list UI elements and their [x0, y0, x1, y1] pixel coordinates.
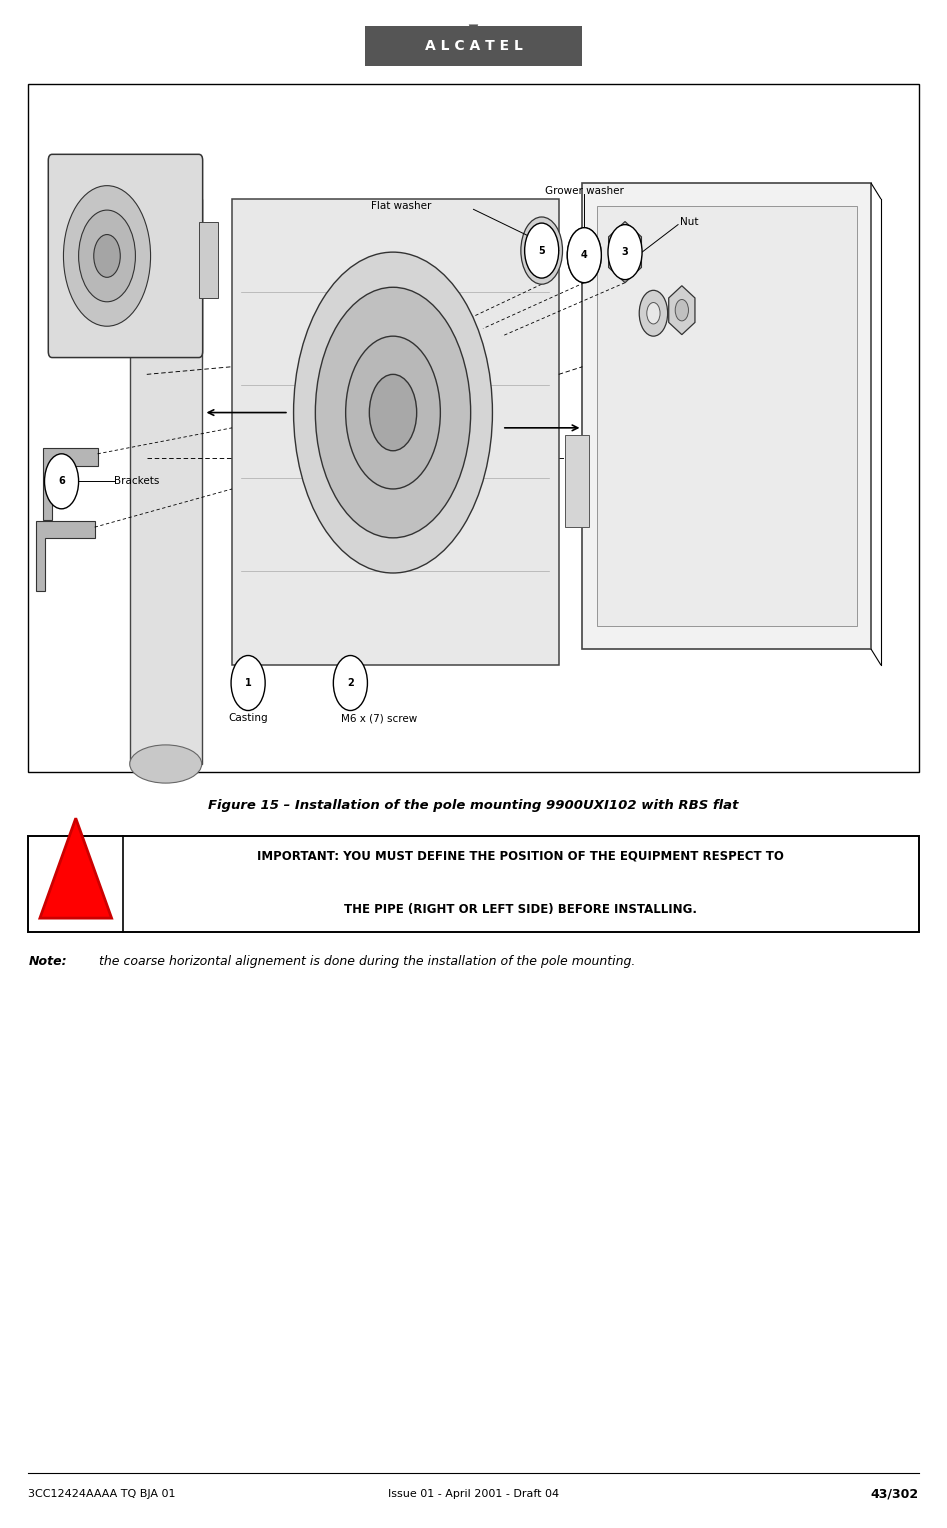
Text: M6 x (7) screw: M6 x (7) screw — [341, 714, 417, 723]
Circle shape — [231, 656, 265, 711]
Circle shape — [315, 287, 471, 538]
Polygon shape — [469, 24, 478, 37]
Circle shape — [647, 303, 660, 324]
Circle shape — [63, 185, 151, 327]
Text: 3CC12424AAAA TQ BJA 01: 3CC12424AAAA TQ BJA 01 — [28, 1490, 176, 1499]
Circle shape — [333, 656, 367, 711]
FancyBboxPatch shape — [199, 222, 218, 298]
Text: 3: 3 — [621, 248, 629, 257]
Text: IMPORTANT: YOU MUST DEFINE THE POSITION OF THE EQUIPMENT RESPECT TO: IMPORTANT: YOU MUST DEFINE THE POSITION … — [258, 850, 784, 863]
Text: Nut: Nut — [680, 217, 699, 226]
Text: 4: 4 — [581, 251, 588, 260]
Text: Casting: Casting — [228, 714, 268, 723]
Polygon shape — [40, 819, 112, 918]
FancyBboxPatch shape — [597, 206, 857, 626]
Circle shape — [577, 243, 592, 267]
Circle shape — [616, 238, 634, 266]
Circle shape — [567, 228, 601, 283]
Text: 6: 6 — [58, 477, 65, 486]
Text: 2: 2 — [347, 678, 354, 688]
Polygon shape — [669, 286, 695, 335]
Text: 1: 1 — [244, 678, 252, 688]
FancyBboxPatch shape — [565, 435, 589, 527]
Text: the coarse horizontal alignement is done during the installation of the pole mou: the coarse horizontal alignement is done… — [95, 955, 635, 967]
Circle shape — [525, 223, 559, 278]
Circle shape — [294, 252, 492, 573]
Text: Grower washer: Grower washer — [545, 186, 624, 196]
Text: THE PIPE (RIGHT OR LEFT SIDE) BEFORE INSTALLING.: THE PIPE (RIGHT OR LEFT SIDE) BEFORE INS… — [345, 903, 697, 917]
Circle shape — [639, 290, 668, 336]
FancyBboxPatch shape — [365, 26, 582, 66]
Circle shape — [608, 225, 642, 280]
Polygon shape — [36, 521, 95, 591]
Text: 43/302: 43/302 — [870, 1488, 919, 1500]
Circle shape — [369, 374, 417, 451]
Text: Brackets: Brackets — [114, 477, 159, 486]
Circle shape — [346, 336, 440, 489]
Circle shape — [521, 217, 563, 284]
Circle shape — [79, 211, 135, 301]
Circle shape — [675, 299, 688, 321]
FancyBboxPatch shape — [48, 154, 203, 358]
Text: Issue 01 - April 2001 - Draft 04: Issue 01 - April 2001 - Draft 04 — [388, 1490, 559, 1499]
Polygon shape — [43, 448, 98, 520]
Ellipse shape — [130, 180, 202, 217]
FancyBboxPatch shape — [28, 836, 919, 932]
Text: 5: 5 — [538, 246, 545, 255]
Circle shape — [532, 235, 551, 266]
Text: Note:: Note: — [28, 955, 67, 967]
Circle shape — [45, 454, 79, 509]
FancyBboxPatch shape — [232, 199, 559, 665]
Circle shape — [567, 228, 601, 283]
Polygon shape — [609, 222, 641, 283]
Ellipse shape — [130, 744, 202, 782]
FancyBboxPatch shape — [582, 183, 871, 649]
Text: A L C A T E L: A L C A T E L — [424, 38, 523, 53]
FancyBboxPatch shape — [28, 84, 919, 772]
Text: Flat washer: Flat washer — [370, 202, 431, 211]
Bar — [130, 199, 202, 764]
Text: Figure 15 – Installation of the pole mounting 9900UXI102 with RBS flat: Figure 15 – Installation of the pole mou… — [208, 799, 739, 811]
Circle shape — [94, 234, 120, 278]
